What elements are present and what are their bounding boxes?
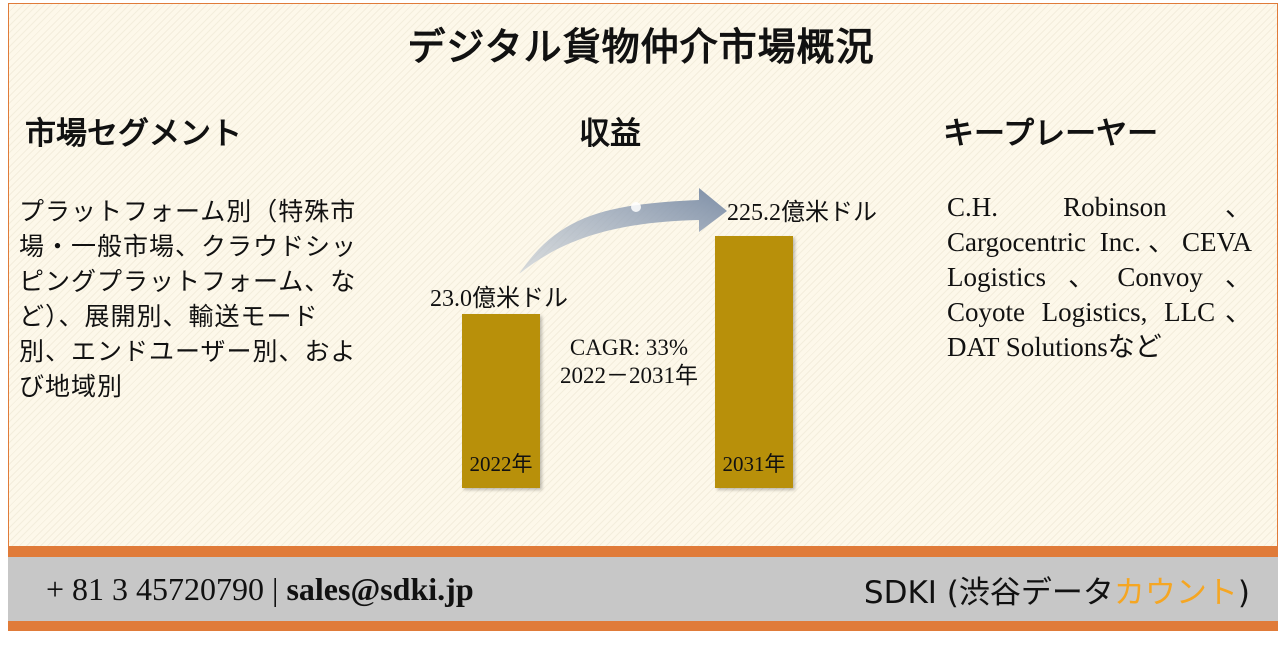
footer: + 81 3 45720790 | sales@sdki.jp SDKI (渋谷… [8, 557, 1278, 621]
players-text: C.H. Robinson、Cargocentric Inc.、CEVA Log… [947, 192, 1252, 362]
bar-value-label: 23.0億米ドル [430, 286, 568, 312]
players-heading: キープレーヤー [943, 116, 1159, 152]
bar-1 [462, 314, 540, 488]
cagr-annotation: CAGR: 33% 2022－2031年 [549, 334, 709, 390]
brand-name: SDKI (渋谷データカウント) [864, 567, 1250, 612]
segments-heading: 市場セグメント [25, 116, 242, 152]
brand-accent: カウント [1113, 575, 1238, 611]
cagr-period: 2022－2031年 [560, 363, 698, 388]
contact-info: + 81 3 45720790 | sales@sdki.jp [46, 571, 474, 608]
revenue-heading: 収益 [579, 116, 641, 152]
brand-main: SDKI (渋谷データ [863, 575, 1114, 611]
growth-arrow [519, 188, 727, 274]
bar-category-label: 2022年 [469, 452, 533, 476]
footer-bottom-band [8, 621, 1278, 631]
bar-category-label: 2031年 [722, 452, 786, 476]
brand-close: ) [1237, 575, 1250, 611]
page-title: デジタル貨物仲介市場概況 [407, 24, 875, 69]
bar-2 [715, 236, 793, 488]
contact-separator: | [272, 571, 279, 607]
email-link[interactable]: sales@sdki.jp [286, 571, 474, 607]
phone-number: + 81 3 45720790 [46, 571, 265, 607]
overview-panel: デジタル貨物仲介市場概況 市場セグメント 収益 キープレーヤー プラットフォーム… [8, 3, 1278, 547]
segments-text: プラットフォーム別（特殊市場・一般市場、クラウドシッピングプラットフォーム、など… [19, 197, 358, 401]
cagr-rate: CAGR: 33% [569, 335, 689, 360]
footer-top-band [8, 547, 1278, 557]
bar-value-label: 225.2億米ドル [727, 200, 877, 226]
